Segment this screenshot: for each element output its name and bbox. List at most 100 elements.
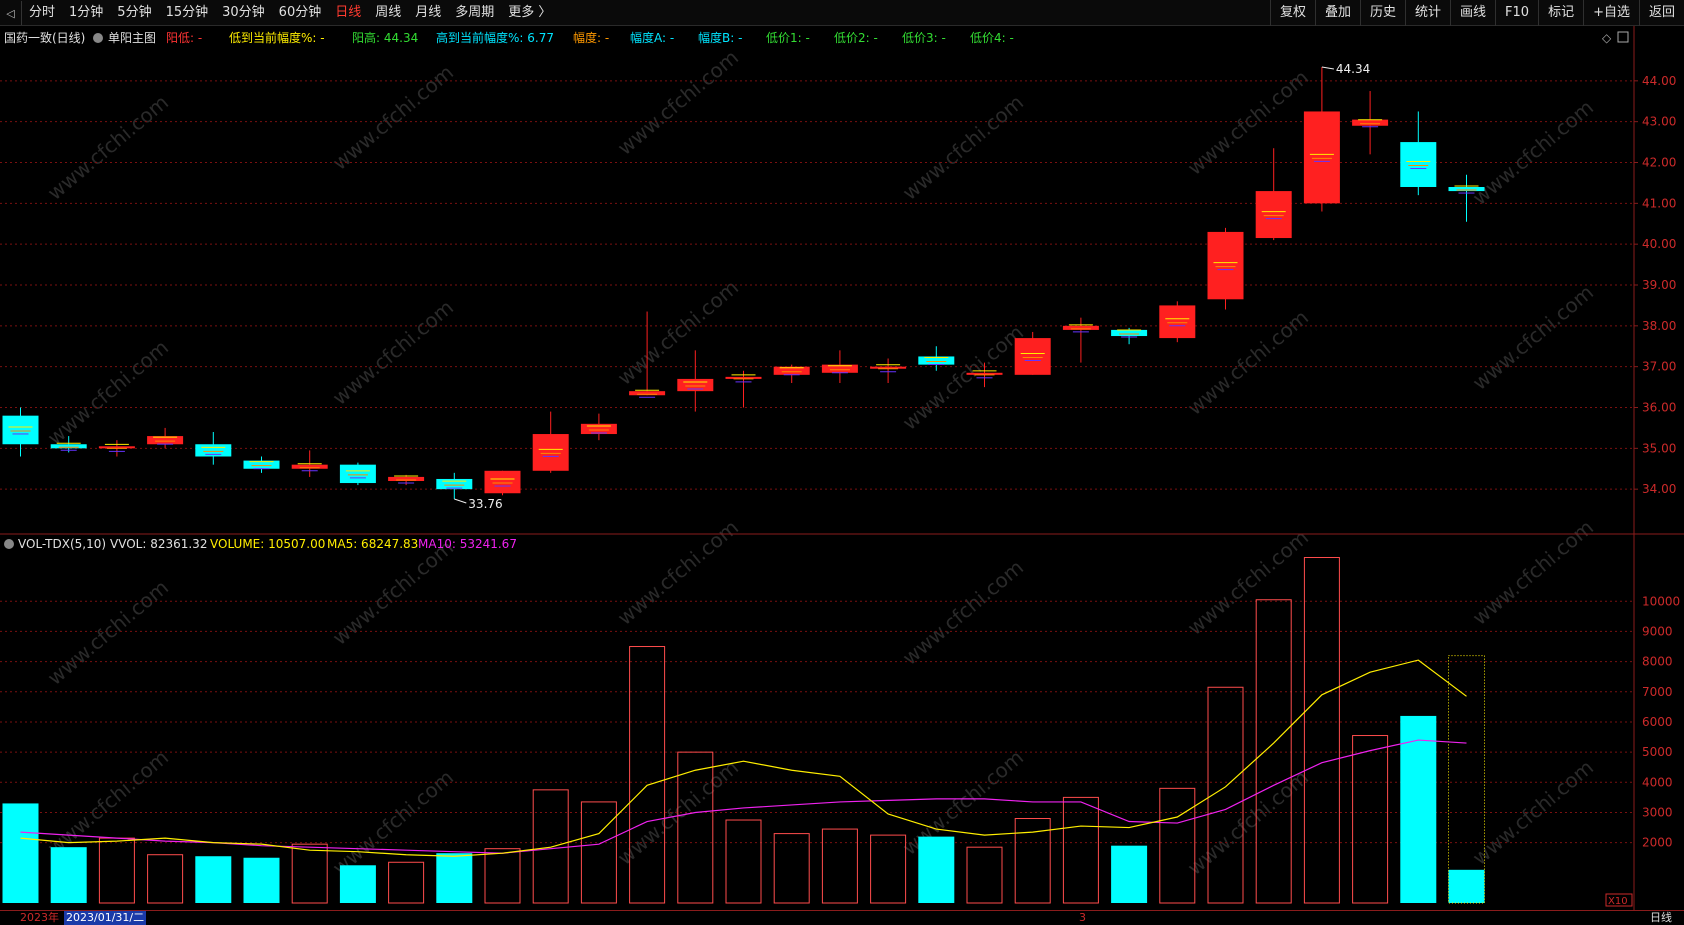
tool-button-0[interactable]: 复权 xyxy=(1269,0,1315,26)
volume-axis-label: 8000 xyxy=(1642,655,1673,669)
candle-body xyxy=(388,476,425,481)
candle-body xyxy=(1448,187,1485,192)
watermark-text: www.cfchi.com xyxy=(1183,525,1313,640)
candle-body xyxy=(532,434,569,471)
watermark-text: www.cfchi.com xyxy=(1183,305,1313,420)
indicator-label2-2: 幅度B: - xyxy=(698,30,742,45)
volume-indicator-name: VOL-TDX(5,10) xyxy=(18,537,106,551)
price-axis-label: 43.00 xyxy=(1642,115,1676,129)
volume-label: VOLUME: 10507.00 xyxy=(210,537,325,551)
high-marker-label: 44.34 xyxy=(1336,62,1370,76)
indicator-label2-5: 低价3: - xyxy=(902,31,946,45)
period-label: 日线 xyxy=(1650,911,1672,924)
period-tab-9[interactable]: 多周期 xyxy=(455,5,495,20)
watermark-text: www.cfchi.com xyxy=(43,90,173,205)
candle xyxy=(1303,66,1340,212)
projected-volume-box xyxy=(1448,655,1485,904)
candle xyxy=(870,358,907,383)
candle-body xyxy=(2,415,39,445)
tool-button-1[interactable]: 叠加 xyxy=(1314,0,1360,26)
candle-body xyxy=(629,391,666,396)
period-tab-10[interactable]: 更多 〉 xyxy=(508,5,552,20)
volume-bar xyxy=(773,833,810,904)
tool-button-4[interactable]: 画线 xyxy=(1450,0,1495,26)
period-tab-8[interactable]: 月线 xyxy=(415,5,442,20)
watermark-text: www.cfchi.com xyxy=(613,275,743,390)
volume-bar xyxy=(1062,796,1099,904)
volume-bar xyxy=(243,857,280,903)
back-arrow-icon[interactable]: ◁ xyxy=(0,1,22,25)
kline-chart[interactable]: www.cfchi.com www.cfchi.com www.cfchi.com w… xyxy=(0,26,1684,910)
indicator-label-1: 低到当前幅度%: - xyxy=(229,30,325,45)
tool-button-6[interactable]: 标记 xyxy=(1538,0,1583,26)
low-marker-label: 33.76 xyxy=(468,497,502,511)
candle xyxy=(532,411,569,473)
volume-bar xyxy=(388,861,425,904)
date-axis: 2023年 2023/01/31/二 3 日线 xyxy=(0,910,1684,925)
window-icon xyxy=(1617,31,1629,43)
candle-body xyxy=(1303,111,1340,204)
candle-body xyxy=(1352,119,1389,126)
tool-button-8[interactable]: 返回 xyxy=(1638,0,1684,26)
candle-body xyxy=(339,464,376,484)
volume-settings-dot-icon xyxy=(4,539,14,549)
tool-button-7[interactable]: +自选 xyxy=(1583,0,1639,26)
ma5-label: MA5: 68247.83 xyxy=(327,537,418,551)
volume-bar xyxy=(98,837,135,904)
period-tab-5[interactable]: 60分钟 xyxy=(278,5,322,20)
period-tab-4[interactable]: 30分钟 xyxy=(222,5,265,20)
vvol-label: VVOL: 82361.32 xyxy=(110,537,207,551)
volume-bar xyxy=(1207,686,1244,904)
volume-axis-label: 3000 xyxy=(1642,805,1673,819)
tool-button-5[interactable]: F10 xyxy=(1495,0,1538,26)
volume-axis-label: 10000 xyxy=(1642,594,1680,608)
period-tab-0[interactable]: 分时 xyxy=(29,5,56,20)
period-tab-6[interactable]: 日线 xyxy=(335,5,362,20)
watermark-text: www.cfchi.com xyxy=(898,320,1028,435)
volume-bar xyxy=(1159,787,1196,904)
price-axis-label: 36.00 xyxy=(1642,401,1676,415)
volume-bar xyxy=(195,856,232,903)
ma10-label: MA10: 53241.67 xyxy=(418,537,517,551)
candle xyxy=(436,472,473,499)
period-tab-1[interactable]: 1分钟 xyxy=(69,5,104,20)
period-tab-2[interactable]: 5分钟 xyxy=(117,5,152,20)
indicator-label2-1: 幅度A: - xyxy=(630,30,674,45)
volume-bar xyxy=(532,789,569,904)
candle-body xyxy=(966,372,1003,375)
volume-axis-label: 7000 xyxy=(1642,685,1673,699)
candle-body xyxy=(291,464,328,469)
watermark-text: www.cfchi.com xyxy=(43,575,173,690)
volume-bar xyxy=(870,834,907,904)
tool-button-3[interactable]: 统计 xyxy=(1405,0,1450,26)
year-label: 2023年 xyxy=(20,911,59,924)
price-axis-label: 37.00 xyxy=(1642,360,1676,374)
candle-body xyxy=(1207,231,1244,300)
period-tab-7[interactable]: 周线 xyxy=(375,5,402,20)
volume-bar xyxy=(1448,869,1485,903)
candle-body xyxy=(821,364,858,373)
volume-bar xyxy=(966,846,1003,904)
candle-body xyxy=(1014,338,1051,375)
candle xyxy=(339,462,376,486)
indicator-label2-3: 低价1: - xyxy=(766,31,810,45)
candle xyxy=(1111,327,1148,345)
volume-unit-box xyxy=(1605,893,1633,907)
price-axis-label: 42.00 xyxy=(1642,156,1676,170)
volume-bar xyxy=(2,803,39,903)
watermark-text: www.cfchi.com xyxy=(898,555,1028,670)
price-axis-label: 44.00 xyxy=(1642,74,1676,88)
candle-body xyxy=(50,444,87,449)
tool-button-2[interactable]: 历史 xyxy=(1359,0,1405,26)
volume-bar xyxy=(147,854,184,904)
candle xyxy=(966,362,1003,388)
candle xyxy=(1255,148,1292,241)
candle-body xyxy=(580,423,617,435)
volume-bar xyxy=(436,853,473,903)
candle-body xyxy=(1159,305,1196,339)
watermark-text: www.cfchi.com xyxy=(1468,95,1598,210)
candle-body xyxy=(436,478,473,490)
candle xyxy=(773,364,810,383)
ma10-line xyxy=(20,739,1467,854)
period-tab-3[interactable]: 15分钟 xyxy=(165,5,209,20)
